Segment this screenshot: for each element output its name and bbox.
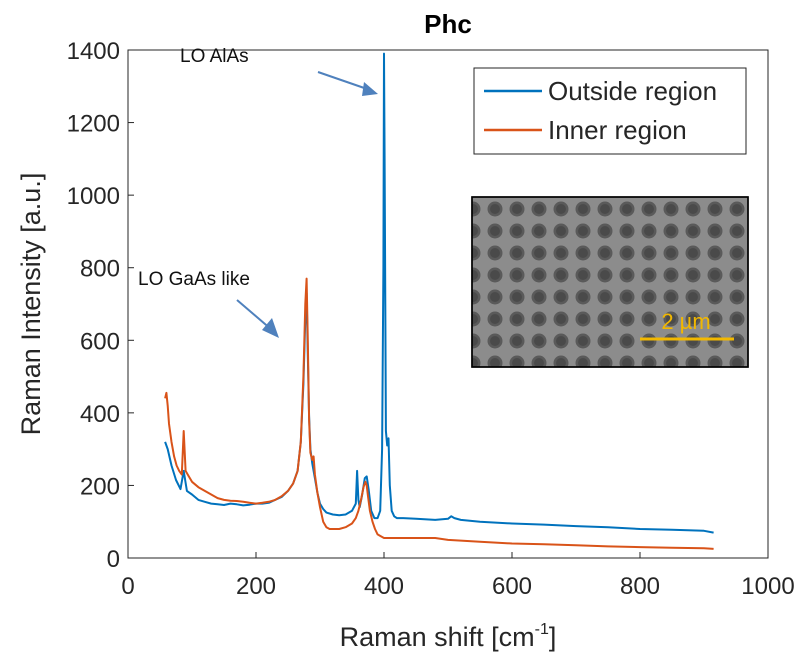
legend-label-outside-region: Outside region bbox=[548, 76, 717, 106]
y-tick-label: 0 bbox=[107, 546, 120, 573]
legend-label-inner-region: Inner region bbox=[548, 115, 687, 145]
annotation-lo-gaas-like: LO GaAs like bbox=[138, 269, 250, 290]
x-tick-label: 200 bbox=[236, 573, 276, 600]
x-tick-label: 800 bbox=[620, 573, 660, 600]
x-tick-label: 400 bbox=[364, 573, 404, 600]
x-tick-label: 1000 bbox=[741, 573, 794, 600]
arrow-lo-alas bbox=[317, 71, 378, 96]
series-line-outside-region bbox=[164, 52, 714, 534]
sem-inset-image: 2 µm bbox=[471, 196, 749, 368]
annotation-lo-alas: LO AlAs bbox=[180, 46, 249, 67]
x-axis-label: Raman shift [cm-1] bbox=[340, 621, 557, 652]
chart-title: Phc bbox=[424, 9, 472, 39]
y-tick-label: 400 bbox=[80, 401, 120, 428]
y-tick-label: 200 bbox=[80, 473, 120, 500]
y-tick-label: 1200 bbox=[67, 111, 120, 138]
y-tick-label: 600 bbox=[80, 328, 120, 355]
scale-bar-label: 2 µm bbox=[661, 309, 710, 334]
x-tick-label: 600 bbox=[492, 573, 532, 600]
y-tick-label: 1400 bbox=[67, 38, 120, 65]
x-tick-label: 0 bbox=[121, 573, 134, 600]
series-line-inner-region bbox=[164, 277, 714, 550]
legend-box bbox=[473, 67, 747, 155]
arrow-lo-gaas-like bbox=[236, 299, 279, 338]
plot-area bbox=[127, 49, 769, 559]
y-axis-label: Raman Intensity [a.u.] bbox=[16, 173, 46, 436]
legend: Outside region Inner region bbox=[473, 67, 747, 155]
y-tick-label: 800 bbox=[80, 256, 120, 283]
y-tick-label: 1000 bbox=[67, 183, 120, 210]
axis-ticks: 0 200 400 600 800 1000 0 200 400 600 800 1000 1200 14… bbox=[67, 38, 795, 600]
